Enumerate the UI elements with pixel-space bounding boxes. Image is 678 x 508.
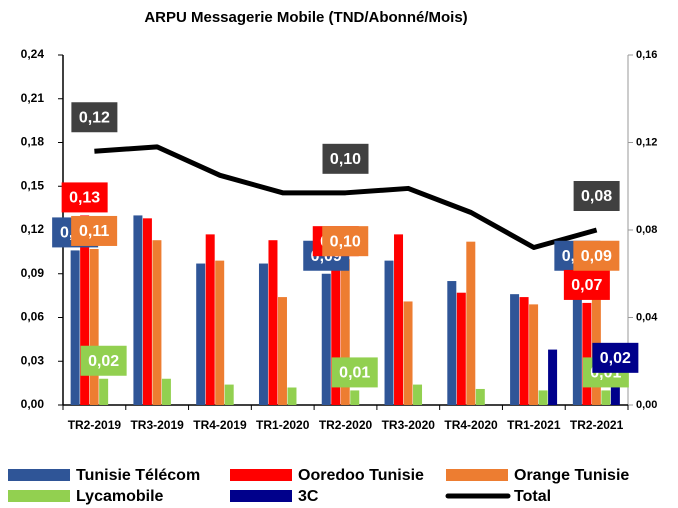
value-label-box bbox=[573, 181, 620, 211]
bar bbox=[601, 390, 611, 405]
legend-label: 3C bbox=[298, 488, 319, 505]
value-label-box bbox=[61, 182, 108, 213]
bar bbox=[258, 263, 268, 405]
y2-tick-label: 0,12 bbox=[636, 136, 657, 148]
legend-swatch bbox=[8, 490, 70, 502]
value-label: 0,12 bbox=[79, 109, 110, 126]
y2-tick-label: 0,08 bbox=[636, 224, 657, 236]
x-tick-label: TR2-2021 bbox=[570, 418, 624, 432]
bar bbox=[133, 215, 143, 405]
bar bbox=[99, 378, 109, 405]
value-label-box bbox=[71, 102, 118, 133]
bar bbox=[510, 294, 520, 405]
y-tick-label: 0,00 bbox=[21, 397, 45, 411]
value-label-box bbox=[573, 240, 620, 271]
bar bbox=[548, 349, 558, 405]
y-tick-label: 0,09 bbox=[21, 266, 45, 280]
bar bbox=[70, 250, 80, 405]
value-label: 0,10 bbox=[330, 151, 361, 168]
chart-title: ARPU Messagerie Mobile (TND/Abonné/Mois) bbox=[144, 9, 467, 26]
legend-label: Tunisie Télécom bbox=[76, 467, 200, 484]
bar bbox=[529, 304, 539, 405]
bar bbox=[196, 263, 206, 405]
bar bbox=[205, 234, 215, 405]
legend-label: Orange Tunisie bbox=[514, 467, 629, 484]
legend-label: Ooredoo Tunisie bbox=[298, 467, 424, 484]
legend-swatch bbox=[446, 469, 508, 481]
value-label: 0,11 bbox=[79, 223, 109, 240]
bar bbox=[610, 375, 620, 405]
bar bbox=[142, 218, 152, 405]
bar bbox=[287, 387, 297, 405]
x-tick-label: TR2-2019 bbox=[68, 418, 122, 432]
value-label: 0,07 bbox=[571, 277, 602, 294]
x-tick-label: TR4-2020 bbox=[444, 418, 498, 432]
bar bbox=[340, 259, 350, 405]
x-tick-label: TR1-2021 bbox=[507, 418, 561, 432]
total-line bbox=[94, 144, 598, 250]
bar bbox=[80, 215, 90, 405]
bar bbox=[89, 248, 99, 405]
bar bbox=[413, 384, 423, 405]
value-label: 0,09 bbox=[581, 248, 612, 265]
bar bbox=[277, 297, 287, 405]
bar bbox=[321, 273, 331, 405]
x-tick-label: TR4-2019 bbox=[193, 418, 247, 432]
value-label-box bbox=[322, 143, 369, 174]
y2-tick-label: 0,00 bbox=[636, 399, 657, 411]
legend-swatch bbox=[8, 469, 70, 481]
y-tick-label: 0,18 bbox=[21, 135, 45, 149]
bar bbox=[152, 240, 162, 405]
bar bbox=[572, 273, 582, 405]
bar bbox=[161, 378, 171, 405]
bar bbox=[331, 259, 341, 405]
bar bbox=[403, 301, 413, 405]
value-label-box bbox=[592, 342, 639, 373]
value-label-box bbox=[563, 269, 610, 300]
value-label-box bbox=[331, 357, 378, 388]
bar bbox=[268, 240, 278, 405]
bar bbox=[466, 241, 476, 405]
x-tick-label: TR1-2020 bbox=[256, 418, 310, 432]
legend-swatch bbox=[230, 469, 292, 481]
value-label-box bbox=[80, 345, 127, 376]
bar bbox=[224, 384, 234, 405]
x-tick-label: TR3-2019 bbox=[130, 418, 184, 432]
value-label: 0,02 bbox=[600, 350, 631, 367]
bar bbox=[384, 260, 394, 405]
bar bbox=[350, 390, 360, 405]
y2-tick-label: 0,16 bbox=[636, 49, 657, 61]
y2-tick-label: 0,04 bbox=[636, 311, 658, 323]
bar bbox=[582, 302, 592, 405]
bar bbox=[538, 390, 548, 405]
value-label: 0,10 bbox=[330, 233, 361, 250]
x-tick-label: TR3-2020 bbox=[382, 418, 436, 432]
y-tick-label: 0,12 bbox=[21, 222, 45, 236]
value-label: 0,08 bbox=[581, 188, 612, 205]
value-label-box bbox=[71, 215, 118, 246]
bar bbox=[475, 388, 485, 405]
y-tick-label: 0,03 bbox=[21, 353, 45, 367]
y-tick-label: 0,24 bbox=[21, 47, 45, 61]
value-label: 0,02 bbox=[88, 353, 119, 370]
legend-label: Total bbox=[514, 488, 551, 505]
legend-swatch bbox=[230, 490, 292, 502]
value-label: 0,13 bbox=[69, 190, 100, 207]
bar bbox=[447, 281, 457, 405]
bar bbox=[456, 292, 466, 405]
legend-label: Lycamobile bbox=[76, 488, 164, 505]
bar bbox=[394, 234, 404, 405]
y-tick-label: 0,15 bbox=[21, 178, 45, 192]
value-label: 0,01 bbox=[339, 365, 370, 382]
x-tick-label: TR2-2020 bbox=[319, 418, 373, 432]
value-label-box bbox=[322, 226, 369, 257]
bar bbox=[519, 297, 529, 405]
y-tick-label: 0,21 bbox=[21, 91, 45, 105]
y-tick-label: 0,06 bbox=[21, 310, 45, 324]
bar bbox=[215, 260, 225, 405]
bar bbox=[591, 273, 601, 405]
